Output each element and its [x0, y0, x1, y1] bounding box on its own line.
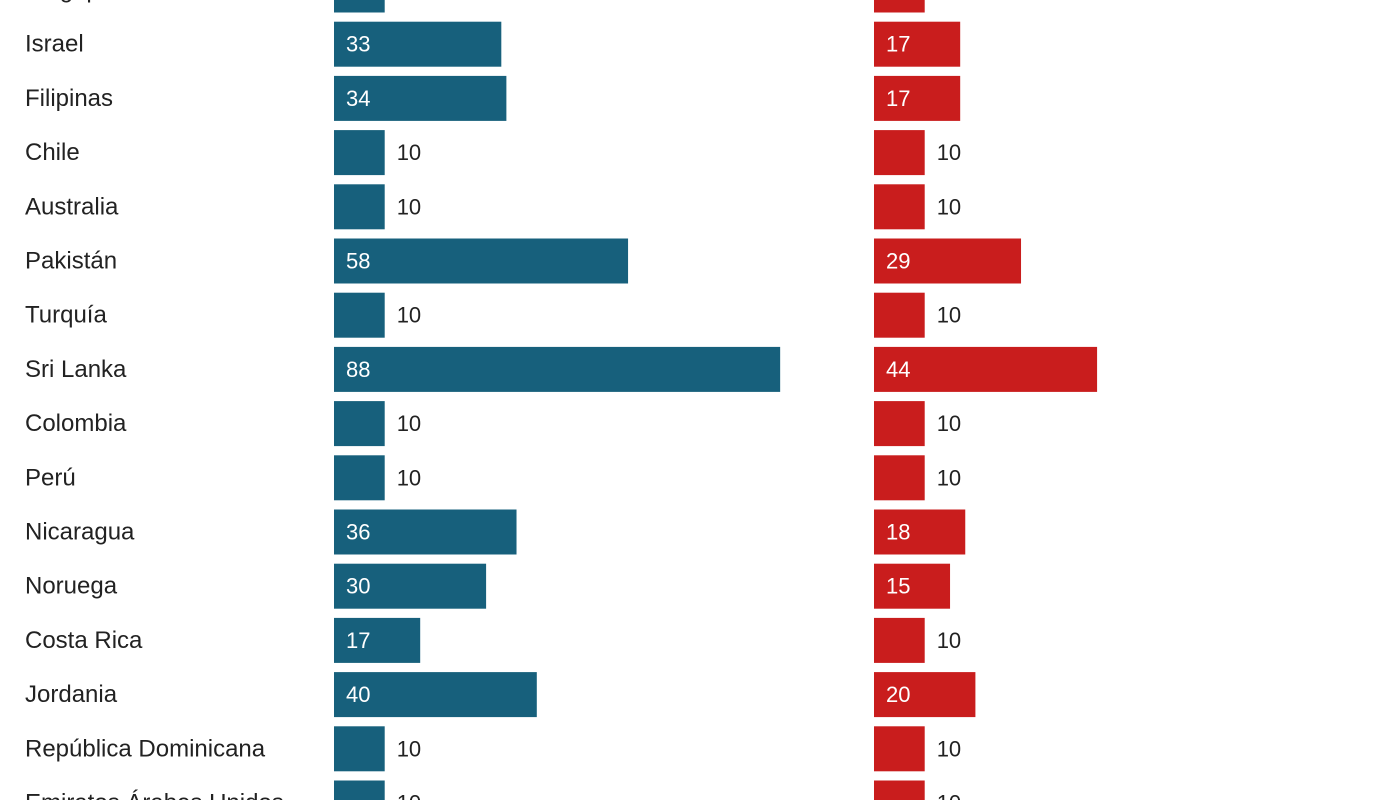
data-label: 15: [886, 574, 910, 599]
data-label: 17: [886, 32, 910, 57]
bar: [874, 509, 966, 555]
category-label: Filipinas: [25, 85, 113, 112]
bar: [334, 509, 517, 555]
bar: [874, 130, 925, 176]
data-label: 17: [346, 628, 370, 653]
data-label: 10: [937, 736, 961, 761]
data-label: 10: [937, 465, 961, 490]
category-label: Israel: [25, 31, 84, 58]
bar: [334, 672, 537, 718]
category-label: Nicaragua: [25, 519, 135, 546]
category-label: Singapur: [25, 0, 121, 4]
category-label: Costa Rica: [25, 627, 143, 654]
bar: [334, 75, 507, 121]
category-label: Turquía: [25, 302, 107, 329]
bar: [334, 0, 385, 13]
data-label: 44: [886, 357, 910, 382]
data-label: 10: [397, 303, 421, 328]
data-label: 10: [937, 0, 961, 3]
data-label: 10: [937, 411, 961, 436]
bar: [334, 780, 385, 800]
bar: [334, 238, 629, 284]
data-label: 18: [886, 520, 910, 545]
data-label: 10: [937, 791, 961, 800]
bar: [334, 563, 487, 609]
data-label: 30: [346, 574, 370, 599]
data-label: 10: [937, 628, 961, 653]
data-label: 88: [346, 357, 370, 382]
data-label: 20: [886, 682, 910, 707]
data-label: 10: [397, 736, 421, 761]
category-label: Emiratos Árabes Unidos: [25, 790, 284, 800]
bar: [334, 726, 385, 772]
data-label: 10: [397, 791, 421, 800]
bar: [874, 292, 925, 338]
category-label: Pakistán: [25, 248, 117, 275]
data-label: 10: [397, 140, 421, 165]
category-label: Sri Lanka: [25, 356, 127, 383]
bar: [334, 21, 502, 67]
bar: [874, 184, 925, 230]
bar: [334, 455, 385, 501]
bar: [874, 238, 1022, 284]
data-label: 10: [937, 140, 961, 165]
bar: [874, 75, 961, 121]
bar: [334, 130, 385, 176]
data-label: 10: [397, 194, 421, 219]
data-label: 10: [937, 194, 961, 219]
data-label: 34: [346, 86, 370, 111]
bar: [874, 672, 976, 718]
bar: [334, 346, 781, 392]
bar: [874, 346, 1098, 392]
data-label: 40: [346, 682, 370, 707]
bar: [334, 184, 385, 230]
data-label: 10: [397, 0, 421, 3]
data-label: 29: [886, 249, 910, 274]
category-label: Noruega: [25, 573, 118, 600]
category-label: República Dominicana: [25, 735, 266, 762]
data-label: 58: [346, 249, 370, 274]
category-label: Chile: [25, 139, 80, 166]
bar: [334, 617, 421, 663]
data-label: 33: [346, 32, 370, 57]
data-label: 10: [397, 411, 421, 436]
category-label: Jordania: [25, 681, 118, 708]
bar: [874, 0, 925, 13]
bar: [874, 617, 925, 663]
bar: [874, 21, 961, 67]
bar: [334, 401, 385, 447]
category-label: Colombia: [25, 410, 127, 437]
bar: [874, 726, 925, 772]
data-label: 36: [346, 520, 370, 545]
bar: [874, 563, 951, 609]
bar: [874, 455, 925, 501]
data-label: 10: [397, 465, 421, 490]
category-label: Australia: [25, 193, 119, 220]
bar: [874, 401, 925, 447]
data-label: 10: [937, 303, 961, 328]
bar: [874, 780, 925, 800]
bar: [334, 292, 385, 338]
category-label: Perú: [25, 464, 76, 491]
data-label: 17: [886, 86, 910, 111]
